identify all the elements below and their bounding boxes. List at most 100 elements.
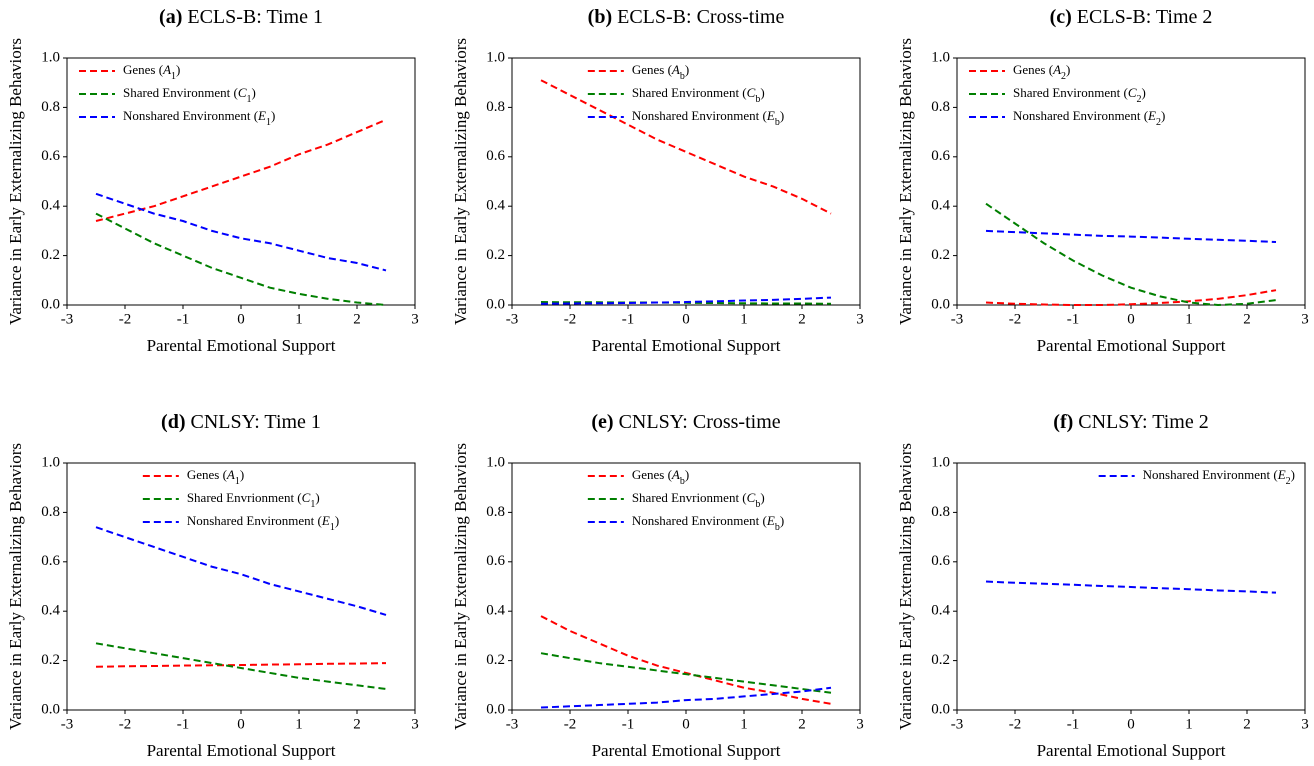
x-tick-label: -3: [951, 716, 964, 732]
x-tick-label: 1: [295, 716, 303, 732]
line: [95, 642, 387, 690]
x-tick-label: 3: [856, 716, 864, 732]
x-tick-label: 3: [411, 716, 419, 732]
x-tick-label: 0: [1127, 311, 1135, 327]
title-text: CNLSY: Time 2: [1078, 411, 1208, 433]
legend-label: Shared Environment (Cb): [632, 85, 765, 105]
x-tick-label: 3: [411, 311, 419, 327]
y-tick-label: 0.0: [931, 296, 950, 312]
x-tick-label: 3: [856, 311, 864, 327]
line: [540, 652, 832, 694]
subplot-title: (d) CNLSY: Time 1: [161, 411, 321, 433]
panel-label: (c): [1050, 6, 1072, 28]
line: [95, 662, 387, 668]
y-tick-label: 1.0: [486, 49, 505, 65]
y-tick-label: 0.0: [486, 701, 505, 717]
panel-label: (d): [161, 411, 185, 433]
y-tick-label: 1.0: [931, 49, 950, 65]
subplot-title: (a) ECLS-B: Time 1: [159, 6, 323, 28]
legend-label: Shared Envrionment (Cb): [632, 490, 765, 510]
legend-label: Genes (A1): [123, 62, 180, 82]
subplot: (b) ECLS-B: Cross-time 0.0 0.2 0.4 0.6 0.8 1.0…: [451, 6, 864, 355]
line: [985, 289, 1277, 306]
subplot: (e) CNLSY: Cross-time 0.0 0.2 0.4 0.6 0.8 1.0 -…: [451, 411, 864, 760]
x-tick-label: 1: [740, 311, 748, 327]
x-tick-label: -1: [177, 311, 190, 327]
x-tick-label: -1: [622, 716, 635, 732]
line: [95, 118, 387, 222]
y-axis-label: Variance in Early Externalizing Behavior…: [451, 38, 470, 325]
legend: Genes (Ab) Shared Environment (Cb) Nonshar…: [587, 62, 784, 128]
y-tick-label: 0.2: [931, 652, 950, 668]
legend-label: Genes (A1): [187, 467, 244, 487]
x-tick-label: -3: [61, 716, 74, 732]
y-tick-label: 0.8: [486, 504, 505, 520]
panel-label: (a): [159, 6, 182, 28]
title-text: ECLS-B: Time 1: [187, 6, 323, 28]
x-tick-label: -2: [1009, 311, 1022, 327]
x-tick-label: -1: [1067, 716, 1080, 732]
x-tick-label: 0: [682, 311, 690, 327]
y-tick-label: 1.0: [41, 454, 60, 470]
y-tick-label: 0.8: [41, 504, 60, 520]
x-tick-label: -2: [564, 716, 577, 732]
legend: Genes (Ab) Shared Envrionment (Cb) Nonshar…: [587, 467, 784, 533]
x-tick-label: -1: [622, 311, 635, 327]
title-text: ECLS-B: Cross-time: [617, 6, 784, 28]
x-tick-label: -3: [506, 311, 519, 327]
subplot-title: (c) ECLS-B: Time 2: [1050, 6, 1213, 28]
subplot-title: (e) CNLSY: Cross-time: [591, 411, 780, 433]
legend-label: Nonshared Environment (E1): [123, 108, 275, 128]
line: [95, 212, 387, 306]
y-tick-label: 0.4: [931, 198, 950, 214]
y-tick-label: 0.4: [486, 603, 505, 619]
y-tick-label: 0.0: [931, 701, 950, 717]
title-text: CNLSY: Time 1: [191, 411, 321, 433]
x-tick-label: -2: [119, 716, 132, 732]
legend: Genes (A2) Shared Environment (C2) Nonshar…: [969, 62, 1165, 128]
x-axis-label: Parental Emotional Support: [592, 336, 781, 355]
y-tick-label: 0.6: [41, 553, 60, 569]
title-text: CNLSY: Cross-time: [619, 411, 781, 433]
x-tick-label: 2: [798, 311, 806, 327]
x-tick-label: -1: [1067, 311, 1080, 327]
x-tick-label: -1: [177, 716, 190, 732]
line: [540, 615, 832, 705]
x-tick-label: 2: [1243, 311, 1251, 327]
y-tick-label: 0.6: [931, 148, 950, 164]
x-tick-label: -3: [506, 716, 519, 732]
x-axis-label: Parental Emotional Support: [592, 741, 781, 760]
y-axis-label: Variance in Early Externalizing Behavior…: [896, 443, 915, 730]
x-axis-label: Parental Emotional Support: [147, 741, 336, 760]
panel-label: (e): [591, 411, 613, 433]
x-tick-label: 0: [682, 716, 690, 732]
y-axis-label: Variance in Early Externalizing Behavior…: [6, 38, 25, 325]
line: [985, 202, 1277, 307]
legend: Nonshared Environment (E2): [1098, 467, 1295, 487]
y-tick-label: 0.2: [41, 247, 60, 263]
y-tick-label: 1.0: [931, 454, 950, 470]
y-axis-label: Variance in Early Externalizing Behavior…: [6, 443, 25, 730]
y-tick-label: 0.2: [931, 247, 950, 263]
x-tick-label: 1: [740, 716, 748, 732]
x-tick-label: 2: [353, 716, 361, 732]
legend-label: Nonshared Environment (E2): [1013, 108, 1165, 128]
x-tick-label: 2: [353, 311, 361, 327]
legend-label: Nonshared Environment (E2): [1143, 467, 1295, 487]
y-tick-label: 0.6: [486, 148, 505, 164]
y-tick-label: 0.4: [931, 603, 950, 619]
x-tick-label: 3: [1301, 716, 1309, 732]
legend-label: Genes (Ab): [632, 467, 689, 487]
legend-label: Nonshared Environment (Eb): [632, 513, 784, 533]
x-tick-label: -2: [1009, 716, 1022, 732]
y-axis-label: Variance in Early Externalizing Behavior…: [451, 443, 470, 730]
y-tick-label: 0.0: [41, 701, 60, 717]
x-tick-label: -3: [61, 311, 74, 327]
legend-label: Shared Environment (C2): [1013, 85, 1146, 105]
y-tick-label: 0.6: [931, 553, 950, 569]
legend-label: Shared Environment (C1): [123, 85, 256, 105]
x-tick-label: -3: [951, 311, 964, 327]
x-tick-label: -2: [119, 311, 132, 327]
legend: Genes (A1) Shared Envrionment (C1) Nonshar…: [142, 467, 339, 533]
